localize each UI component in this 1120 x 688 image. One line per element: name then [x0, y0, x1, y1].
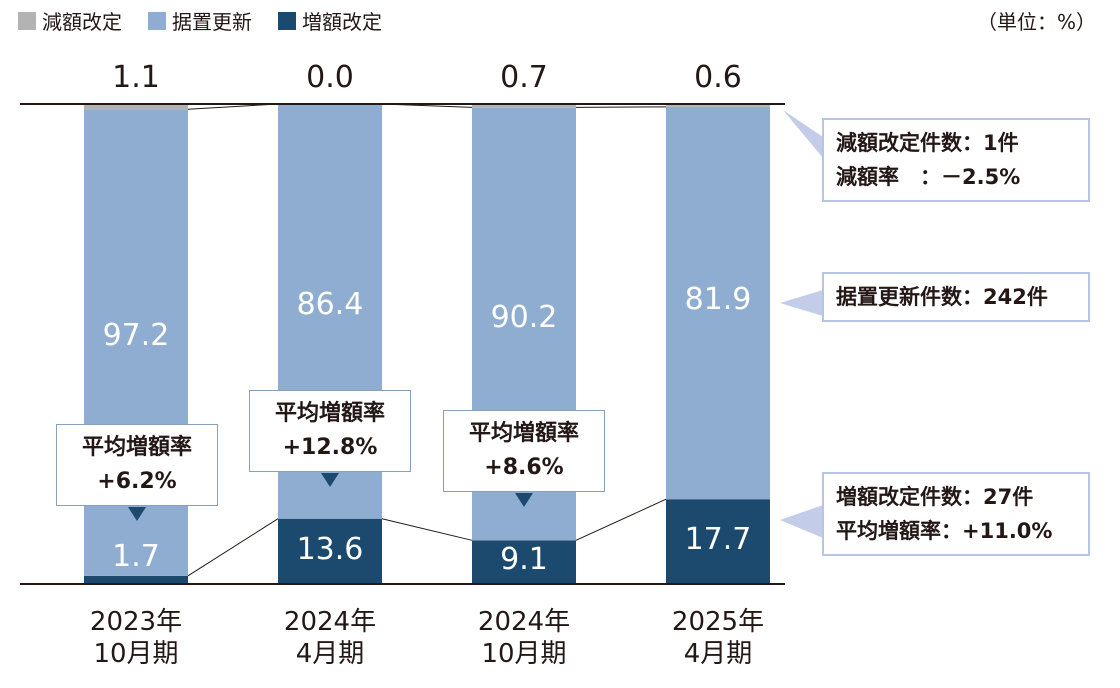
- unchanged-value-label: 97.2: [102, 318, 170, 353]
- bar-segment-increase: [278, 518, 382, 584]
- increase-value-label: 13.6: [296, 532, 364, 567]
- decrease-value-label: 1.1: [112, 60, 160, 95]
- x-axis-label: 2024年 10月期: [444, 606, 604, 670]
- legend-item-decrease: 減額改定: [18, 6, 122, 35]
- legend-item-unchanged: 据置更新: [148, 6, 252, 35]
- increase-value-label: 1.7: [112, 539, 160, 574]
- x-label-line: 2024年: [283, 607, 377, 637]
- unchanged-note: 据置更新件数：242件: [822, 272, 1090, 322]
- average-increase-callout: 平均増額率 +6.2%: [56, 424, 218, 521]
- legend-swatch-increase: [278, 11, 296, 30]
- unchanged-count: 据置更新件数：242件: [836, 285, 1048, 309]
- increase-value-label: 17.7: [684, 522, 752, 557]
- unchanged-value-label: 90.2: [490, 300, 558, 335]
- bar-segment-increase: [666, 499, 770, 584]
- bar-segment-decrease: [84, 104, 188, 110]
- bar-segment-decrease: [472, 104, 576, 108]
- increase-note: 増額改定件数：27件 平均増額率：+11.0%: [822, 472, 1090, 556]
- decrease-note: 減額改定件数：1件 減額率 ：－2.5%: [822, 118, 1090, 202]
- callout-value: +12.8%: [282, 435, 378, 460]
- bar-segment-unchanged: [666, 106, 770, 500]
- note-pointer-unchanged: [780, 290, 823, 316]
- unchanged-value-label: 86.4: [296, 287, 364, 322]
- legend-item-increase: 増額改定: [278, 6, 382, 35]
- x-label-line: 2025年: [671, 607, 765, 637]
- bar-segment-decrease: [666, 104, 770, 107]
- callout-value: +8.6%: [484, 455, 564, 480]
- legend-label-unchanged: 据置更新: [172, 10, 252, 34]
- connector-line-increase: [381, 518, 473, 541]
- legend-label-increase: 増額改定: [302, 10, 382, 34]
- callout-value: +6.2%: [97, 469, 177, 494]
- callout-pointer: [128, 507, 146, 521]
- average-increase-callout: 平均増額率 +12.8%: [249, 390, 411, 487]
- note-pointer-decrease: [783, 110, 823, 158]
- x-axis-label: 2024年 4月期: [250, 606, 410, 670]
- x-label-line: 10月期: [93, 639, 179, 669]
- decrease-rate: 減額率 ：－2.5%: [836, 165, 1021, 189]
- legend-swatch-unchanged: [148, 11, 166, 30]
- x-axis-label: 2023年 10月期: [56, 606, 216, 670]
- connector-line-increase: [187, 518, 279, 577]
- decrease-value-label: 0.6: [694, 60, 742, 95]
- callout-title: 平均増額率: [81, 435, 192, 460]
- x-label-line: 2023年: [89, 607, 183, 637]
- x-label-line: 4月期: [295, 639, 365, 669]
- decrease-value-label: 0.0: [306, 60, 354, 95]
- unchanged-value-label: 81.9: [684, 282, 752, 317]
- callout-pointer: [321, 473, 339, 487]
- legend: 減額改定 据置更新 増額改定: [18, 6, 382, 35]
- legend-label-decrease: 減額改定: [42, 10, 122, 34]
- decrease-count: 減額改定件数：1件: [836, 131, 1019, 155]
- callout-title: 平均増額率: [274, 401, 385, 426]
- connector-line-increase: [575, 498, 667, 541]
- callout-pointer: [515, 493, 533, 507]
- x-label-line: 10月期: [481, 639, 567, 669]
- note-pointer-increase: [780, 505, 823, 538]
- x-axis-label: 2025年 4月期: [638, 606, 798, 670]
- bar-segment-increase: [84, 575, 188, 584]
- callout-title: 平均増額率: [468, 421, 579, 446]
- decrease-value-label: 0.7: [500, 60, 548, 95]
- unit-label: （単位：%）: [976, 10, 1096, 34]
- legend-swatch-decrease: [18, 11, 36, 30]
- increase-value-label: 9.1: [500, 542, 548, 577]
- increase-average-rate: 平均増額率：+11.0%: [836, 519, 1053, 543]
- x-label-line: 4月期: [683, 639, 753, 669]
- x-label-line: 2024年: [477, 607, 571, 637]
- average-increase-callout: 平均増額率 +8.6%: [443, 410, 605, 507]
- increase-count: 増額改定件数：27件: [836, 485, 1034, 509]
- bar-segment-increase: [472, 540, 576, 584]
